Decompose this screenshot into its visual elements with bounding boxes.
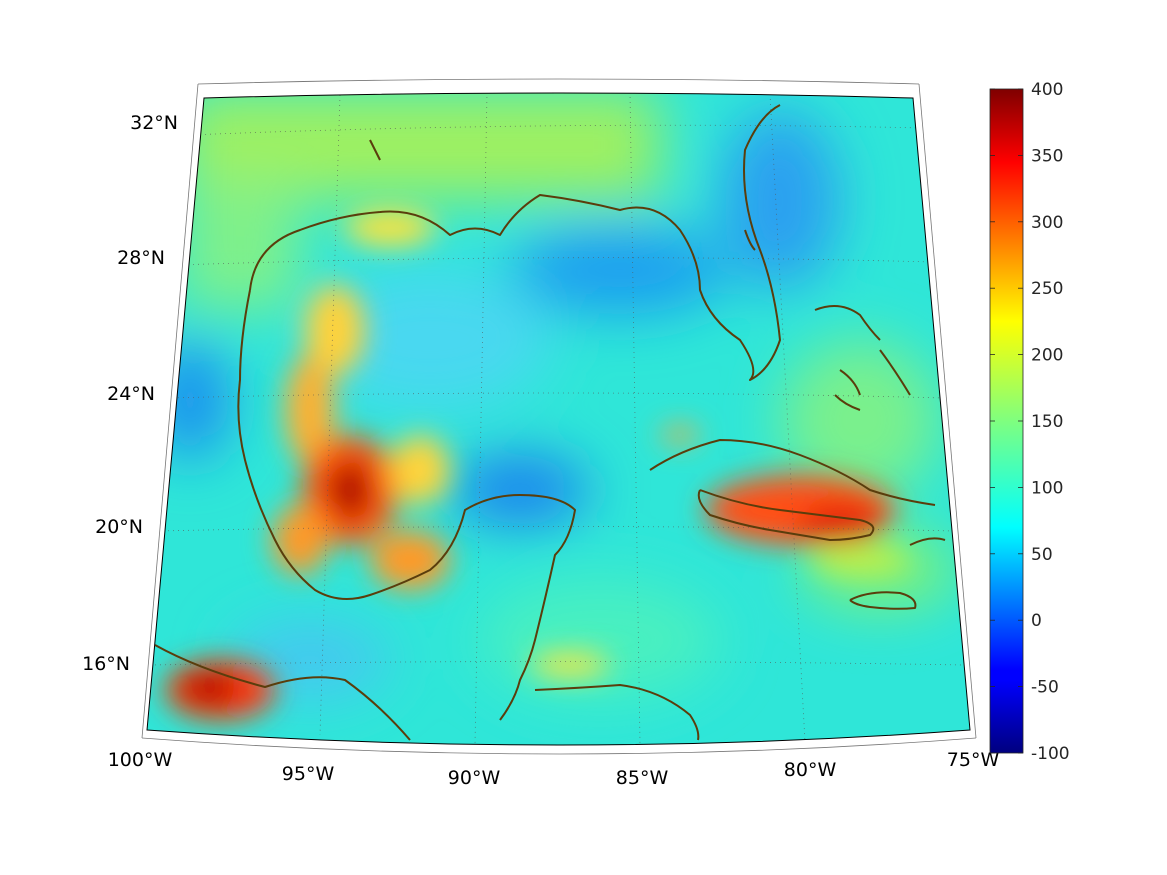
colorbar-tick-label: 250 — [1031, 279, 1063, 299]
lat-label-24: 24°N — [107, 383, 155, 405]
colorbar-tick-label: 150 — [1031, 412, 1063, 432]
data-field — [147, 93, 970, 745]
lat-label-16: 16°N — [82, 653, 130, 675]
lon-label-90: 90°W — [448, 767, 501, 789]
colorbar-ticks: 400 350 300 250 200 150 100 50 0 -50 -100 — [990, 80, 1070, 764]
colorbar-tick-label: -100 — [1031, 744, 1070, 764]
colorbar-tick-label: -50 — [1031, 678, 1059, 698]
lon-label-100: 100°W — [108, 749, 173, 771]
latitude-labels: 32°N 28°N 24°N 20°N 16°N — [82, 112, 178, 675]
lon-label-75: 75°W — [947, 749, 1000, 771]
colorbar-tick-label: 400 — [1031, 80, 1063, 100]
lat-label-32: 32°N — [130, 112, 178, 134]
lat-label-28: 28°N — [117, 247, 165, 269]
colorbar-tick-label: 200 — [1031, 346, 1063, 366]
colorbar-tick-label: 0 — [1031, 611, 1042, 631]
lon-label-95: 95°W — [282, 763, 335, 785]
longitude-labels: 100°W 95°W 90°W 85°W 80°W 75°W — [108, 749, 1000, 789]
coastlines — [154, 104, 946, 741]
colorbar-tick-label: 300 — [1031, 213, 1063, 233]
graticule — [149, 93, 966, 745]
colorbar-tick-label: 50 — [1031, 545, 1053, 565]
lon-label-80: 80°W — [784, 759, 837, 781]
map-frame — [141, 78, 977, 755]
colorbar: 400 350 300 250 200 150 100 50 0 -50 -100 — [989, 80, 1070, 764]
lat-label-20: 20°N — [95, 516, 143, 538]
lon-label-85: 85°W — [616, 767, 669, 789]
colorbar-tick-label: 100 — [1031, 478, 1063, 498]
colorbar-tick-label: 350 — [1031, 146, 1063, 166]
